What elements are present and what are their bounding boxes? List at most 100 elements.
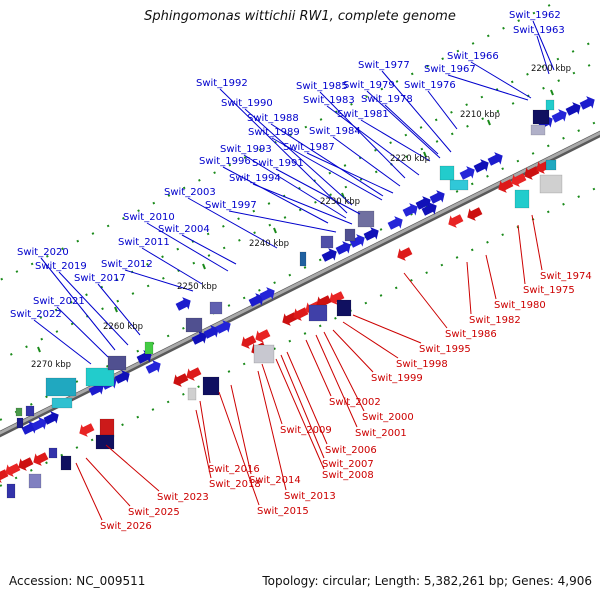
forward-gene-label: Swit_1983 [303, 95, 355, 106]
forward-gene-label: Swit_1984 [309, 126, 361, 137]
map-title: Sphingomonas wittichii RW1, complete gen… [144, 9, 456, 24]
forward-gene-arrow [415, 196, 431, 210]
gene-labels: Swit_1962 Swit_1963 Swit_1966 Swit_1967 Swit… [10, 10, 592, 532]
reverse-gene-box [253, 344, 275, 364]
reverse-leader-line [485, 254, 497, 300]
forward-leader-line [532, 20, 555, 71]
forward-gene-label: Swit_1987 [283, 142, 335, 153]
forward-leader-line [536, 35, 550, 75]
scale-label: 2220 kbp [390, 154, 430, 164]
reverse-gene-arrow [293, 307, 309, 321]
forward-leader-line [146, 222, 229, 272]
reverse-leader-line [275, 358, 325, 470]
forward-leader-line [470, 61, 532, 99]
reverse-gene-label: Swit_1998 [396, 359, 448, 370]
forward-leader-line [244, 108, 353, 206]
reverse-leader-line [75, 462, 103, 521]
forward-gene-label: Swit_2021 [33, 296, 85, 307]
reverse-gene-label: Swit_2009 [280, 425, 332, 436]
reverse-leader-line [218, 391, 260, 506]
forward-gene-arrow [114, 370, 130, 384]
reverse-gene-box [99, 418, 115, 438]
reverse-leader-line [305, 339, 332, 397]
reverse-gene-box [202, 376, 220, 396]
forward-leader-line [97, 283, 141, 336]
forward-gene-label: Swit_1962 [509, 10, 561, 21]
reverse-gene-box [545, 159, 557, 171]
reverse-gene-arrow [467, 207, 483, 221]
forward-gene-box [439, 165, 455, 181]
accession-text: Accession: NC_009511 [9, 574, 146, 588]
reverse-gene-arrow [186, 367, 202, 381]
forward-gene-box [344, 228, 356, 242]
reverse-gene-arrow [18, 457, 34, 471]
forward-gene-box [530, 124, 546, 136]
forward-gene-label: Swit_1977 [358, 60, 410, 71]
forward-gene-box [357, 210, 375, 228]
forward-gene-arrow [487, 152, 503, 166]
reverse-leader-line [517, 224, 526, 285]
forward-gene-arrow [565, 102, 581, 116]
label-leader-lines [33, 20, 555, 521]
forward-leader-line [222, 166, 329, 224]
forward-gene-label: Swit_1990 [221, 98, 273, 109]
reverse-leader-line [257, 370, 287, 491]
forward-gene-box [15, 407, 23, 417]
reverse-gene-arrow [5, 463, 21, 477]
forward-gene-arrow [145, 360, 161, 374]
forward-gene-arrow [175, 297, 191, 311]
reverse-gene-label: Swit_2002 [329, 397, 381, 408]
reverse-leader-line [199, 400, 211, 464]
forward-leader-line [219, 88, 348, 214]
forward-gene-label: Swit_1976 [404, 80, 456, 91]
scale-tick-1 [487, 119, 491, 126]
scale-tick-6 [114, 306, 118, 313]
forward-gene-box [320, 235, 334, 249]
forward-leader-line [271, 137, 383, 201]
reverse-gene-arrow [173, 373, 189, 387]
scale-label: 2270 kbp [31, 360, 71, 370]
forward-gene-arrow [43, 411, 59, 425]
forward-leader-line [270, 123, 384, 197]
reverse-leader-line [261, 363, 283, 425]
reverse-leader-line [195, 409, 212, 479]
scale-label: 2250 kbp [177, 282, 217, 292]
forward-gene-label: Swit_1978 [361, 94, 413, 105]
forward-gene-label: Swit_1967 [424, 64, 476, 75]
reverse-leader-line [286, 351, 328, 445]
forward-gene-label: Swit_2019 [35, 261, 87, 272]
forward-leader-line [360, 119, 431, 162]
reverse-gene-arrow [448, 214, 464, 228]
forward-gene-label: Swit_1979 [343, 80, 395, 91]
scale-tick-5 [202, 263, 206, 270]
forward-leader-line [366, 90, 441, 159]
forward-leader-line [40, 257, 116, 351]
forward-gene-arrow [191, 331, 207, 345]
forward-gene-label: Swit_1991 [252, 158, 304, 169]
reverse-gene-label: Swit_2014 [249, 475, 301, 486]
forward-gene-box [209, 301, 223, 315]
reverse-gene-label: Swit_2025 [128, 507, 180, 518]
forward-gene-label: Swit_2010 [123, 212, 175, 223]
forward-gene-label: Swit_1994 [229, 173, 281, 184]
reverse-gene-arrow [524, 166, 540, 180]
forward-gene-box [299, 251, 307, 267]
forward-gene-arrow [31, 417, 47, 431]
forward-gene-arrow [579, 96, 595, 110]
forward-gene-arrow [551, 109, 567, 123]
reverse-gene-label: Swit_2023 [157, 492, 209, 503]
reverse-gene-arrow [282, 312, 298, 326]
reverse-gene-label: Swit_2008 [322, 470, 374, 481]
scale-tick-0 [550, 89, 554, 96]
forward-gene-label: Swit_1992 [196, 78, 248, 89]
reverse-gene-box [48, 447, 58, 459]
forward-gene-box [107, 355, 127, 371]
reverse-gene-label: Swit_1982 [469, 315, 521, 326]
forward-leader-line [326, 105, 420, 176]
reverse-leader-line [352, 314, 422, 344]
forward-gene-label: Swit_1993 [220, 144, 272, 155]
forward-leader-line [187, 197, 278, 249]
reverse-gene-arrow [498, 179, 514, 193]
reverse-gene-box [6, 483, 16, 499]
gene-features [0, 96, 595, 499]
